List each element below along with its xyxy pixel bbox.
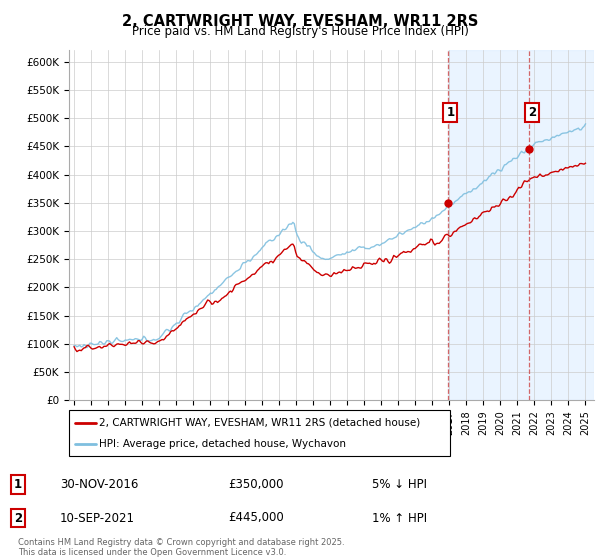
Text: Price paid vs. HM Land Registry's House Price Index (HPI): Price paid vs. HM Land Registry's House … — [131, 25, 469, 38]
Text: 1: 1 — [14, 478, 22, 491]
Text: £350,000: £350,000 — [228, 478, 284, 491]
Text: HPI: Average price, detached house, Wychavon: HPI: Average price, detached house, Wych… — [100, 439, 346, 449]
Bar — [448, 50, 594, 400]
Text: 5% ↓ HPI: 5% ↓ HPI — [372, 478, 427, 491]
Text: 10-SEP-2021: 10-SEP-2021 — [60, 511, 135, 525]
Text: £445,000: £445,000 — [228, 511, 284, 525]
Text: 1: 1 — [446, 106, 454, 119]
Text: Contains HM Land Registry data © Crown copyright and database right 2025.
This d: Contains HM Land Registry data © Crown c… — [18, 538, 344, 557]
Text: 30-NOV-2016: 30-NOV-2016 — [60, 478, 139, 491]
Text: 2: 2 — [528, 106, 536, 119]
Text: 2, CARTWRIGHT WAY, EVESHAM, WR11 2RS (detached house): 2, CARTWRIGHT WAY, EVESHAM, WR11 2RS (de… — [100, 418, 421, 428]
Text: 2: 2 — [14, 511, 22, 525]
Text: 2, CARTWRIGHT WAY, EVESHAM, WR11 2RS: 2, CARTWRIGHT WAY, EVESHAM, WR11 2RS — [122, 14, 478, 29]
Text: 1% ↑ HPI: 1% ↑ HPI — [372, 511, 427, 525]
FancyBboxPatch shape — [69, 410, 450, 456]
